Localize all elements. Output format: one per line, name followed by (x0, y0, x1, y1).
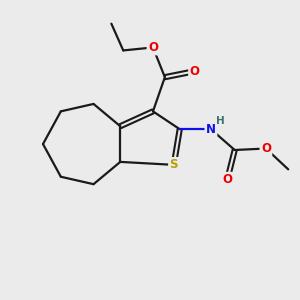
Text: N: N (206, 123, 216, 136)
Text: O: O (222, 173, 232, 186)
Text: O: O (148, 41, 158, 54)
Text: O: O (261, 142, 271, 155)
Text: S: S (169, 158, 178, 171)
Text: H: H (216, 116, 225, 126)
Text: O: O (190, 65, 200, 78)
